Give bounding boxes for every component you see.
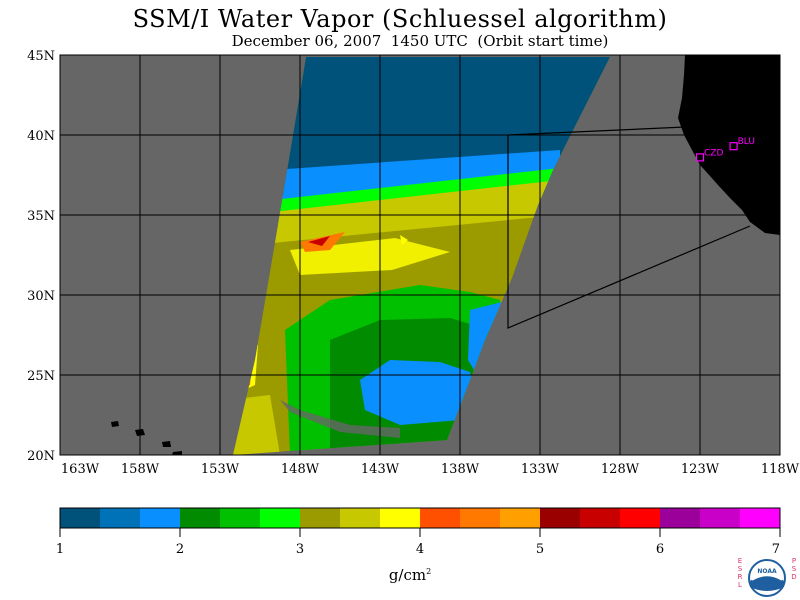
longitude-tick-label: 143W — [361, 462, 400, 477]
units-superscript: 2 — [426, 567, 432, 576]
colorbar-ticks: 1 2 3 4 5 6 7 — [56, 528, 781, 557]
colorbar — [59, 507, 781, 529]
colorbar-swatch — [740, 508, 781, 528]
colorbar-swatch — [100, 508, 141, 528]
latitude-tick-label: 45N — [27, 49, 55, 64]
longitude-axis: 163W 158W 153W 148W 143W 138W 133W 128W 123W 118W — [61, 462, 800, 477]
latitude-axis: 20N 25N 30N 35N 40N 45N — [27, 49, 55, 464]
colorbar-tick-label: 7 — [772, 542, 780, 557]
colorbar-swatch — [380, 508, 421, 528]
longitude-tick-label: 163W — [61, 462, 100, 477]
colorbar-swatch — [180, 508, 221, 528]
latitude-tick-label: 40N — [27, 129, 55, 144]
latitude-tick-label: 20N — [27, 449, 55, 464]
grid-lines — [60, 55, 780, 455]
station-label: CZD — [704, 148, 723, 158]
colorbar-units: g/cm2 — [380, 566, 440, 584]
longitude-tick-label: 133W — [521, 462, 560, 477]
colorbar-swatch — [340, 508, 381, 528]
colorbar-tick-label: 5 — [536, 542, 544, 557]
region-boundary — [507, 135, 751, 329]
longitude-tick-label: 128W — [601, 462, 640, 477]
colorbar-swatch — [420, 508, 461, 528]
logo-center-text: NOAA — [757, 568, 777, 575]
colorbar-swatch — [500, 508, 541, 528]
colorbar-swatch — [60, 508, 101, 528]
colorbar-swatch — [580, 508, 621, 528]
colorbar-swatch — [460, 508, 501, 528]
colorbar-swatch — [660, 508, 701, 528]
colorbar-swatch — [260, 508, 301, 528]
hawaii-island-1 — [111, 421, 119, 427]
longitude-tick-label: 138W — [441, 462, 480, 477]
station-label: BLU — [738, 137, 755, 147]
longitude-tick-label: 158W — [121, 462, 160, 477]
latitude-tick-label: 30N — [27, 289, 55, 304]
map-title: SSM/I Water Vapor (Schluessel algorithm) — [132, 5, 668, 33]
longitude-tick-label: 123W — [681, 462, 720, 477]
longitude-tick-label: 148W — [281, 462, 320, 477]
colorbar-tick-label: 1 — [56, 542, 64, 557]
units-text: g/cm — [388, 566, 427, 584]
colorbar-swatch — [620, 508, 661, 528]
colorbar-tick-label: 6 — [656, 542, 664, 557]
colorbar-swatch — [220, 508, 261, 528]
station-markers: CZD BLU — [695, 137, 755, 162]
colorbar-tick-label: 2 — [176, 542, 184, 557]
station-marker — [695, 153, 705, 162]
colorbar-tick-label: 4 — [416, 542, 424, 557]
colorbar-tick-label: 3 — [296, 542, 304, 557]
longitude-tick-label: 153W — [201, 462, 240, 477]
colorbar-swatch — [540, 508, 581, 528]
colorbar-swatch — [140, 508, 181, 528]
hawaii-island-3 — [162, 441, 171, 447]
north-america-coast — [678, 55, 780, 235]
map-frame — [59, 54, 781, 456]
region-boundary-top — [507, 126, 686, 136]
map-subtitle: December 06, 2007 1450 UTC (Orbit start … — [231, 32, 609, 50]
latitude-tick-label: 25N — [27, 369, 55, 384]
colorbar-swatch — [700, 508, 741, 528]
colorbar-swatch — [300, 508, 341, 528]
latitude-tick-label: 35N — [27, 209, 55, 224]
hawaii-island-4 — [172, 451, 182, 455]
station-marker — [729, 142, 738, 151]
longitude-tick-label: 118W — [761, 462, 800, 477]
